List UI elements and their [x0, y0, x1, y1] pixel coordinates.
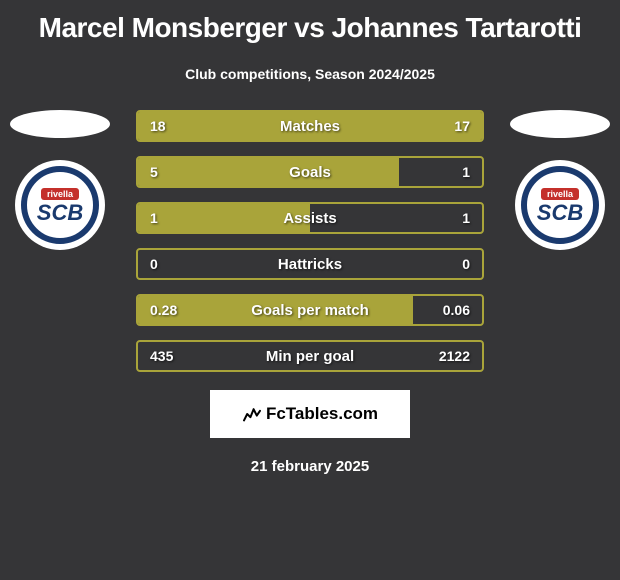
stat-bar: 1Assists1	[136, 202, 484, 234]
player-left-photo-placeholder	[10, 110, 110, 138]
stat-bar: 0.28Goals per match0.06	[136, 294, 484, 326]
stat-bar: 18Matches17	[136, 110, 484, 142]
stat-label: Min per goal	[138, 342, 482, 370]
brand-box: FcTables.com	[210, 390, 410, 438]
stat-label: Matches	[138, 112, 482, 140]
stat-label: Goals per match	[138, 296, 482, 324]
date-text: 21 february 2025	[0, 458, 620, 475]
brand-text: FcTables.com	[266, 404, 378, 424]
stat-value-right: 1	[462, 158, 470, 186]
stat-bars: 18Matches175Goals11Assists10Hattricks00.…	[136, 110, 484, 372]
comparison-area: rivella SCB rivella SCB 18Matches17 5Goal…	[0, 110, 620, 372]
fctables-logo-icon	[242, 406, 262, 422]
badge-club-text: SCB	[537, 202, 583, 224]
stat-bar: 5Goals1	[136, 156, 484, 188]
badge-club-text: SCB	[37, 202, 83, 224]
stat-value-right: 0	[462, 250, 470, 278]
player-right-column: rivella SCB	[500, 110, 620, 250]
stat-label: Goals	[138, 158, 482, 186]
stat-value-right: 2122	[439, 342, 470, 370]
stat-bar: 0Hattricks0	[136, 248, 484, 280]
badge-sponsor-text: rivella	[41, 188, 79, 200]
player-right-photo-placeholder	[510, 110, 610, 138]
stat-value-right: 1	[462, 204, 470, 232]
stat-value-right: 17	[454, 112, 470, 140]
stat-bar: 435Min per goal2122	[136, 340, 484, 372]
subtitle: Club competitions, Season 2024/2025	[0, 66, 620, 82]
club-badge-right: rivella SCB	[515, 160, 605, 250]
stat-label: Assists	[138, 204, 482, 232]
page-title: Marcel Monsberger vs Johannes Tartarotti	[0, 0, 620, 44]
club-badge-left: rivella SCB	[15, 160, 105, 250]
badge-sponsor-text: rivella	[541, 188, 579, 200]
stat-label: Hattricks	[138, 250, 482, 278]
player-left-column: rivella SCB	[0, 110, 120, 250]
stat-value-right: 0.06	[443, 296, 470, 324]
